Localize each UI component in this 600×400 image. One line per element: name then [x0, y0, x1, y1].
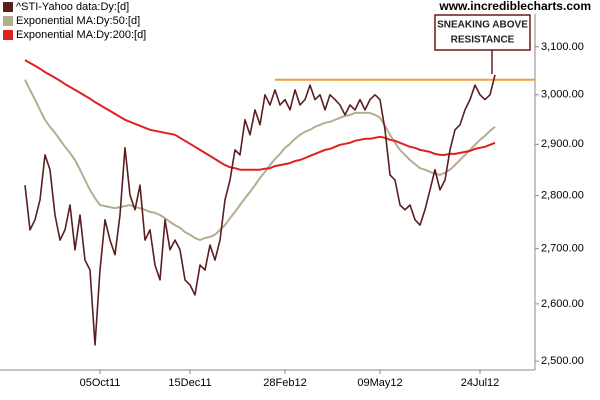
y-tick-label: 2,700.00 — [541, 243, 584, 255]
legend-swatch — [3, 16, 13, 26]
y-tick-label: 2,900.00 — [541, 138, 584, 150]
plot: 2,500.00 2,600.00 2,700.00 2,800.00 2,900.00… — [24, 41, 584, 389]
legend-label: ^STI-Yahoo data:Dy:[d] — [16, 1, 129, 13]
legend: ^STI-Yahoo data:Dy:[d] Exponential MA:Dy:… — [3, 1, 146, 41]
annotation-box — [434, 14, 531, 51]
watermark: www.incrediblecharts.com — [438, 0, 591, 13]
legend-label: Exponential MA:Dy:200:[d] — [16, 29, 146, 41]
legend-swatch — [3, 2, 13, 12]
y-tick-label: 2,800.00 — [541, 189, 584, 201]
x-tick-label: 28Feb12 — [263, 377, 306, 389]
annotation-text: SNEAKING ABOVE — [437, 20, 528, 31]
legend-label: Exponential MA:Dy:50:[d] — [16, 15, 140, 27]
y-tick-label: 2,600.00 — [541, 298, 584, 310]
x-tick-label: 05Oct11 — [80, 377, 121, 389]
x-tick-label: 24Jul12 — [461, 377, 500, 389]
x-tick-label: 09May12 — [357, 377, 402, 389]
series-line — [24, 59, 496, 171]
y-tick-label: 3,000.00 — [541, 89, 584, 101]
annotation-text: RESISTANCE — [451, 35, 515, 46]
x-tick-label: 15Dec11 — [168, 377, 211, 389]
y-tick-label: 2,500.00 — [541, 355, 584, 367]
annotation: SNEAKING ABOVE RESISTANCE — [434, 14, 531, 74]
series-line — [24, 74, 496, 346]
series-line — [24, 79, 496, 242]
watermark-bg — [452, 0, 592, 14]
legend-swatch — [3, 30, 13, 40]
y-tick-label: 3,100.00 — [541, 41, 584, 53]
